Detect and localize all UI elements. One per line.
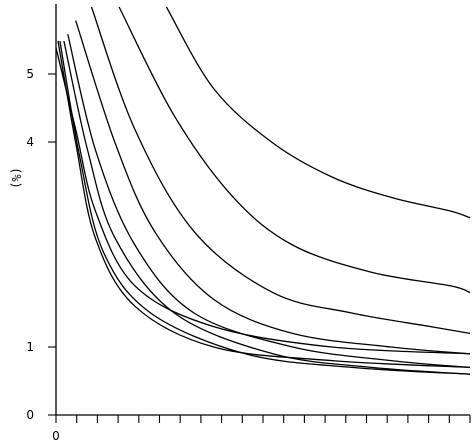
- curve-5: [67, 34, 471, 369]
- x-tick-label-0: 0: [52, 429, 60, 443]
- curve-2: [57, 40, 471, 369]
- y-tick-label-4: 4: [26, 135, 34, 149]
- y-axis-label: (%): [9, 167, 23, 189]
- y-tick-label-0: 0: [26, 408, 34, 422]
- curve-4: [63, 40, 471, 375]
- curve-1: [55, 47, 471, 355]
- y-tick-label-5: 5: [26, 67, 34, 81]
- curve-group: [55, 6, 471, 375]
- curve-3: [59, 40, 471, 375]
- x-axis-ticks: [55, 415, 471, 423]
- curve-6: [75, 20, 471, 355]
- y-tick-label-1: 1: [26, 340, 34, 354]
- curve-7: [90, 6, 471, 335]
- curve-8: [118, 6, 471, 294]
- curve-9: [165, 6, 471, 219]
